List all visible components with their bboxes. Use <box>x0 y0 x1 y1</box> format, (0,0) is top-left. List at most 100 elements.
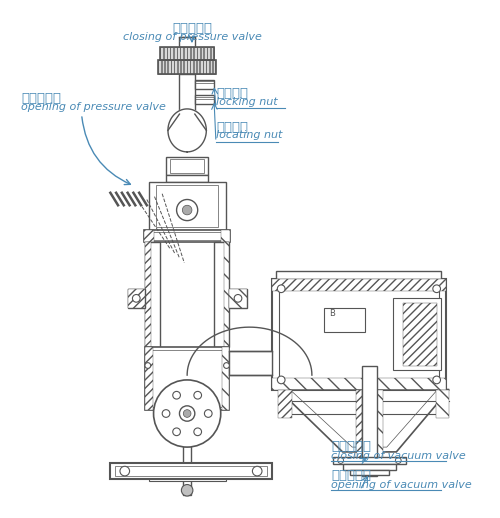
Circle shape <box>396 458 401 464</box>
Bar <box>350 470 389 475</box>
Bar <box>144 230 154 242</box>
Bar <box>195 80 214 89</box>
Bar <box>230 351 272 375</box>
Bar <box>158 60 216 74</box>
Bar <box>208 47 210 60</box>
Bar <box>362 366 377 476</box>
Bar <box>156 185 218 227</box>
Bar <box>230 289 246 308</box>
Bar <box>190 47 194 60</box>
Bar <box>171 60 174 74</box>
Bar <box>230 289 246 308</box>
Bar <box>212 60 216 74</box>
Bar <box>180 47 184 60</box>
Bar <box>276 271 442 279</box>
Bar <box>168 60 170 74</box>
Circle shape <box>172 392 180 399</box>
Text: locating nut: locating nut <box>216 131 282 140</box>
Bar <box>220 230 230 242</box>
Circle shape <box>252 466 262 476</box>
Bar <box>200 60 202 74</box>
Circle shape <box>180 406 195 421</box>
Bar <box>162 60 164 74</box>
Bar <box>145 347 152 410</box>
Bar <box>196 60 200 74</box>
Bar <box>180 37 195 47</box>
Bar <box>377 390 383 466</box>
Bar <box>166 175 208 182</box>
Text: B: B <box>329 309 335 318</box>
Bar <box>170 47 173 60</box>
Bar <box>184 47 186 60</box>
Bar <box>280 287 438 382</box>
Polygon shape <box>168 109 206 152</box>
Bar <box>167 47 170 60</box>
Bar <box>187 60 190 74</box>
Bar <box>278 390 291 419</box>
Bar <box>158 60 161 74</box>
Text: 真空阀关闭: 真空阀关闭 <box>331 440 371 453</box>
Bar <box>149 476 226 481</box>
Circle shape <box>154 380 220 447</box>
Bar <box>166 157 208 175</box>
Bar <box>110 464 272 479</box>
Bar <box>200 47 203 60</box>
Bar <box>272 279 446 291</box>
Bar <box>139 466 235 476</box>
Bar <box>436 390 449 419</box>
Text: opening of pressure valve: opening of pressure valve <box>21 102 166 111</box>
Text: 真空阀开启: 真空阀开启 <box>331 469 371 482</box>
Text: closing of vacuum valve: closing of vacuum valve <box>331 451 466 461</box>
Bar <box>272 279 446 390</box>
Text: locking nut: locking nut <box>216 97 278 107</box>
Bar <box>204 47 207 60</box>
Text: 压力阀关闭: 压力阀关闭 <box>172 22 212 35</box>
Circle shape <box>176 199 198 221</box>
Bar <box>145 347 230 410</box>
Circle shape <box>194 428 202 436</box>
Bar <box>197 47 200 60</box>
Bar <box>324 308 364 332</box>
Bar <box>333 457 406 464</box>
Bar <box>128 289 145 308</box>
Circle shape <box>120 466 130 476</box>
Bar <box>184 60 186 74</box>
Bar <box>187 47 190 60</box>
Text: 定位螺母: 定位螺母 <box>216 121 248 134</box>
Bar <box>403 303 436 366</box>
Bar <box>149 182 226 230</box>
Bar <box>190 60 193 74</box>
Circle shape <box>182 484 193 496</box>
Bar <box>180 60 184 74</box>
Bar <box>115 466 267 476</box>
Bar <box>222 347 230 410</box>
Circle shape <box>234 295 242 302</box>
Bar <box>178 60 180 74</box>
Bar <box>177 47 180 60</box>
Circle shape <box>162 410 170 418</box>
Bar <box>128 289 145 308</box>
Bar <box>194 47 196 60</box>
Bar <box>160 47 163 60</box>
Bar <box>150 350 224 407</box>
Bar <box>170 159 204 172</box>
Bar <box>342 464 396 470</box>
Bar <box>394 298 442 370</box>
Polygon shape <box>187 327 312 375</box>
Bar <box>224 242 230 347</box>
Circle shape <box>204 410 212 418</box>
Circle shape <box>278 376 285 384</box>
Bar <box>210 47 214 60</box>
Circle shape <box>184 410 191 418</box>
Circle shape <box>145 363 150 368</box>
Circle shape <box>224 363 230 368</box>
Text: 压力阀开启: 压力阀开启 <box>21 92 61 105</box>
Bar <box>174 60 177 74</box>
Bar <box>145 242 150 347</box>
Circle shape <box>182 205 192 215</box>
Bar <box>210 60 212 74</box>
Circle shape <box>172 428 180 436</box>
Circle shape <box>194 392 202 399</box>
Bar <box>206 60 209 74</box>
Circle shape <box>132 295 140 302</box>
